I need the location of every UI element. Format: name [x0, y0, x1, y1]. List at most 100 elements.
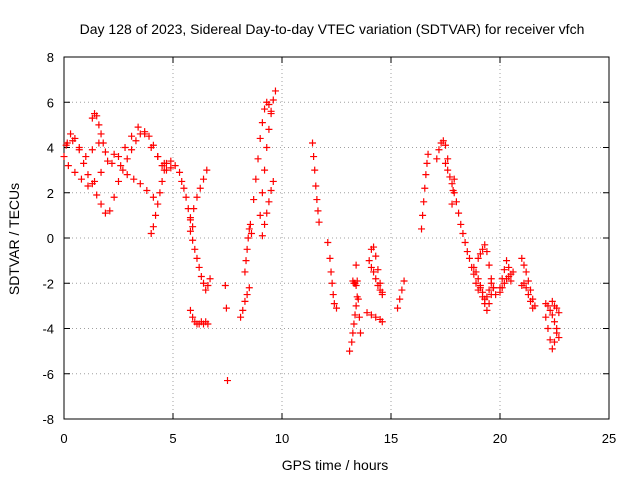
data-point — [463, 248, 471, 256]
data-point — [88, 146, 96, 154]
data-point — [553, 325, 561, 332]
data-point — [182, 193, 190, 201]
data-point — [422, 171, 430, 179]
data-point — [189, 236, 197, 244]
x-tick-label: 25 — [602, 431, 616, 446]
data-point — [250, 196, 258, 204]
y-tick-label: -4 — [42, 322, 54, 337]
data-point — [71, 168, 79, 176]
data-point — [372, 313, 380, 321]
data-point — [555, 309, 563, 317]
data-point — [202, 286, 210, 294]
data-point — [145, 132, 153, 140]
y-tick-labels: -8 -6 -4 -2 0 2 4 6 8 — [42, 50, 54, 427]
data-point — [330, 300, 338, 308]
data-point — [367, 311, 375, 319]
chart-title: Day 128 of 2023, Sidereal Day-to-day VTE… — [80, 21, 585, 37]
data-point — [374, 282, 382, 290]
data-point — [190, 205, 198, 213]
data-point — [128, 146, 136, 154]
data-point — [351, 311, 359, 319]
data-point — [271, 87, 279, 95]
data-point — [489, 284, 497, 292]
data-point — [470, 263, 478, 271]
data-point — [481, 241, 489, 249]
data-point — [448, 180, 456, 188]
data-point — [485, 300, 493, 308]
data-point — [352, 302, 360, 310]
series-arc-ae — [474, 241, 500, 299]
series-arc-o — [258, 177, 277, 240]
data-point — [156, 189, 164, 197]
data-point — [498, 284, 506, 292]
series-arc-v — [365, 257, 386, 296]
y-tick-label: 2 — [47, 186, 54, 201]
data-point — [349, 329, 357, 337]
data-point — [193, 193, 201, 201]
y-tick-label: 0 — [47, 231, 54, 246]
data-point — [97, 168, 105, 176]
data-point — [551, 338, 558, 346]
data-point — [476, 282, 484, 290]
data-point — [265, 125, 273, 133]
y-tick-label: 8 — [47, 50, 54, 65]
data-point — [101, 148, 109, 156]
data-point — [204, 282, 212, 290]
data-point — [154, 200, 162, 208]
data-point — [518, 254, 526, 262]
data-point — [197, 272, 205, 280]
data-point — [195, 263, 203, 271]
series-arc-d — [88, 110, 107, 147]
data-point — [433, 155, 441, 163]
data-point — [171, 162, 179, 170]
data-point — [269, 177, 277, 185]
data-point — [191, 245, 199, 253]
data-point — [551, 318, 558, 326]
data-point — [247, 229, 255, 237]
data-point — [242, 257, 250, 265]
data-point — [245, 284, 253, 292]
data-point — [241, 268, 249, 276]
data-point — [178, 177, 186, 185]
data-point — [326, 254, 334, 262]
data-point — [444, 155, 452, 163]
data-point — [263, 144, 271, 151]
data-point — [258, 189, 266, 197]
data-point — [160, 166, 168, 174]
data-point — [439, 137, 447, 145]
x-tick-label: 5 — [169, 431, 176, 446]
y-tick-label: -2 — [42, 276, 54, 291]
data-point — [82, 153, 90, 161]
data-point — [119, 166, 127, 174]
data-point — [479, 245, 487, 253]
series-arc-k — [237, 284, 253, 321]
series-arc-u — [367, 243, 386, 299]
data-point — [243, 245, 251, 253]
series-arc-r — [346, 293, 361, 355]
data-point — [265, 198, 273, 206]
data-point — [457, 220, 465, 228]
data-point — [158, 177, 166, 185]
series-arc-n — [256, 87, 279, 219]
series-arc-ak — [542, 313, 561, 353]
data-point — [60, 153, 68, 161]
data-point — [239, 306, 247, 314]
data-point — [203, 166, 211, 174]
series-arc-am — [548, 297, 563, 317]
data-point — [162, 159, 170, 167]
data-point — [315, 218, 323, 226]
data-point — [147, 229, 155, 237]
data-point — [546, 336, 554, 344]
data-point — [310, 153, 318, 161]
data-point — [472, 279, 480, 287]
series-arc-y — [418, 150, 432, 233]
data-point — [244, 234, 252, 242]
data-point — [123, 155, 131, 163]
data-point — [483, 248, 491, 256]
series-arc-w — [363, 309, 386, 326]
data-point — [267, 110, 275, 118]
data-point — [333, 304, 340, 312]
series-arc-aj — [518, 279, 537, 312]
data-point — [200, 175, 208, 183]
data-point — [476, 250, 484, 258]
